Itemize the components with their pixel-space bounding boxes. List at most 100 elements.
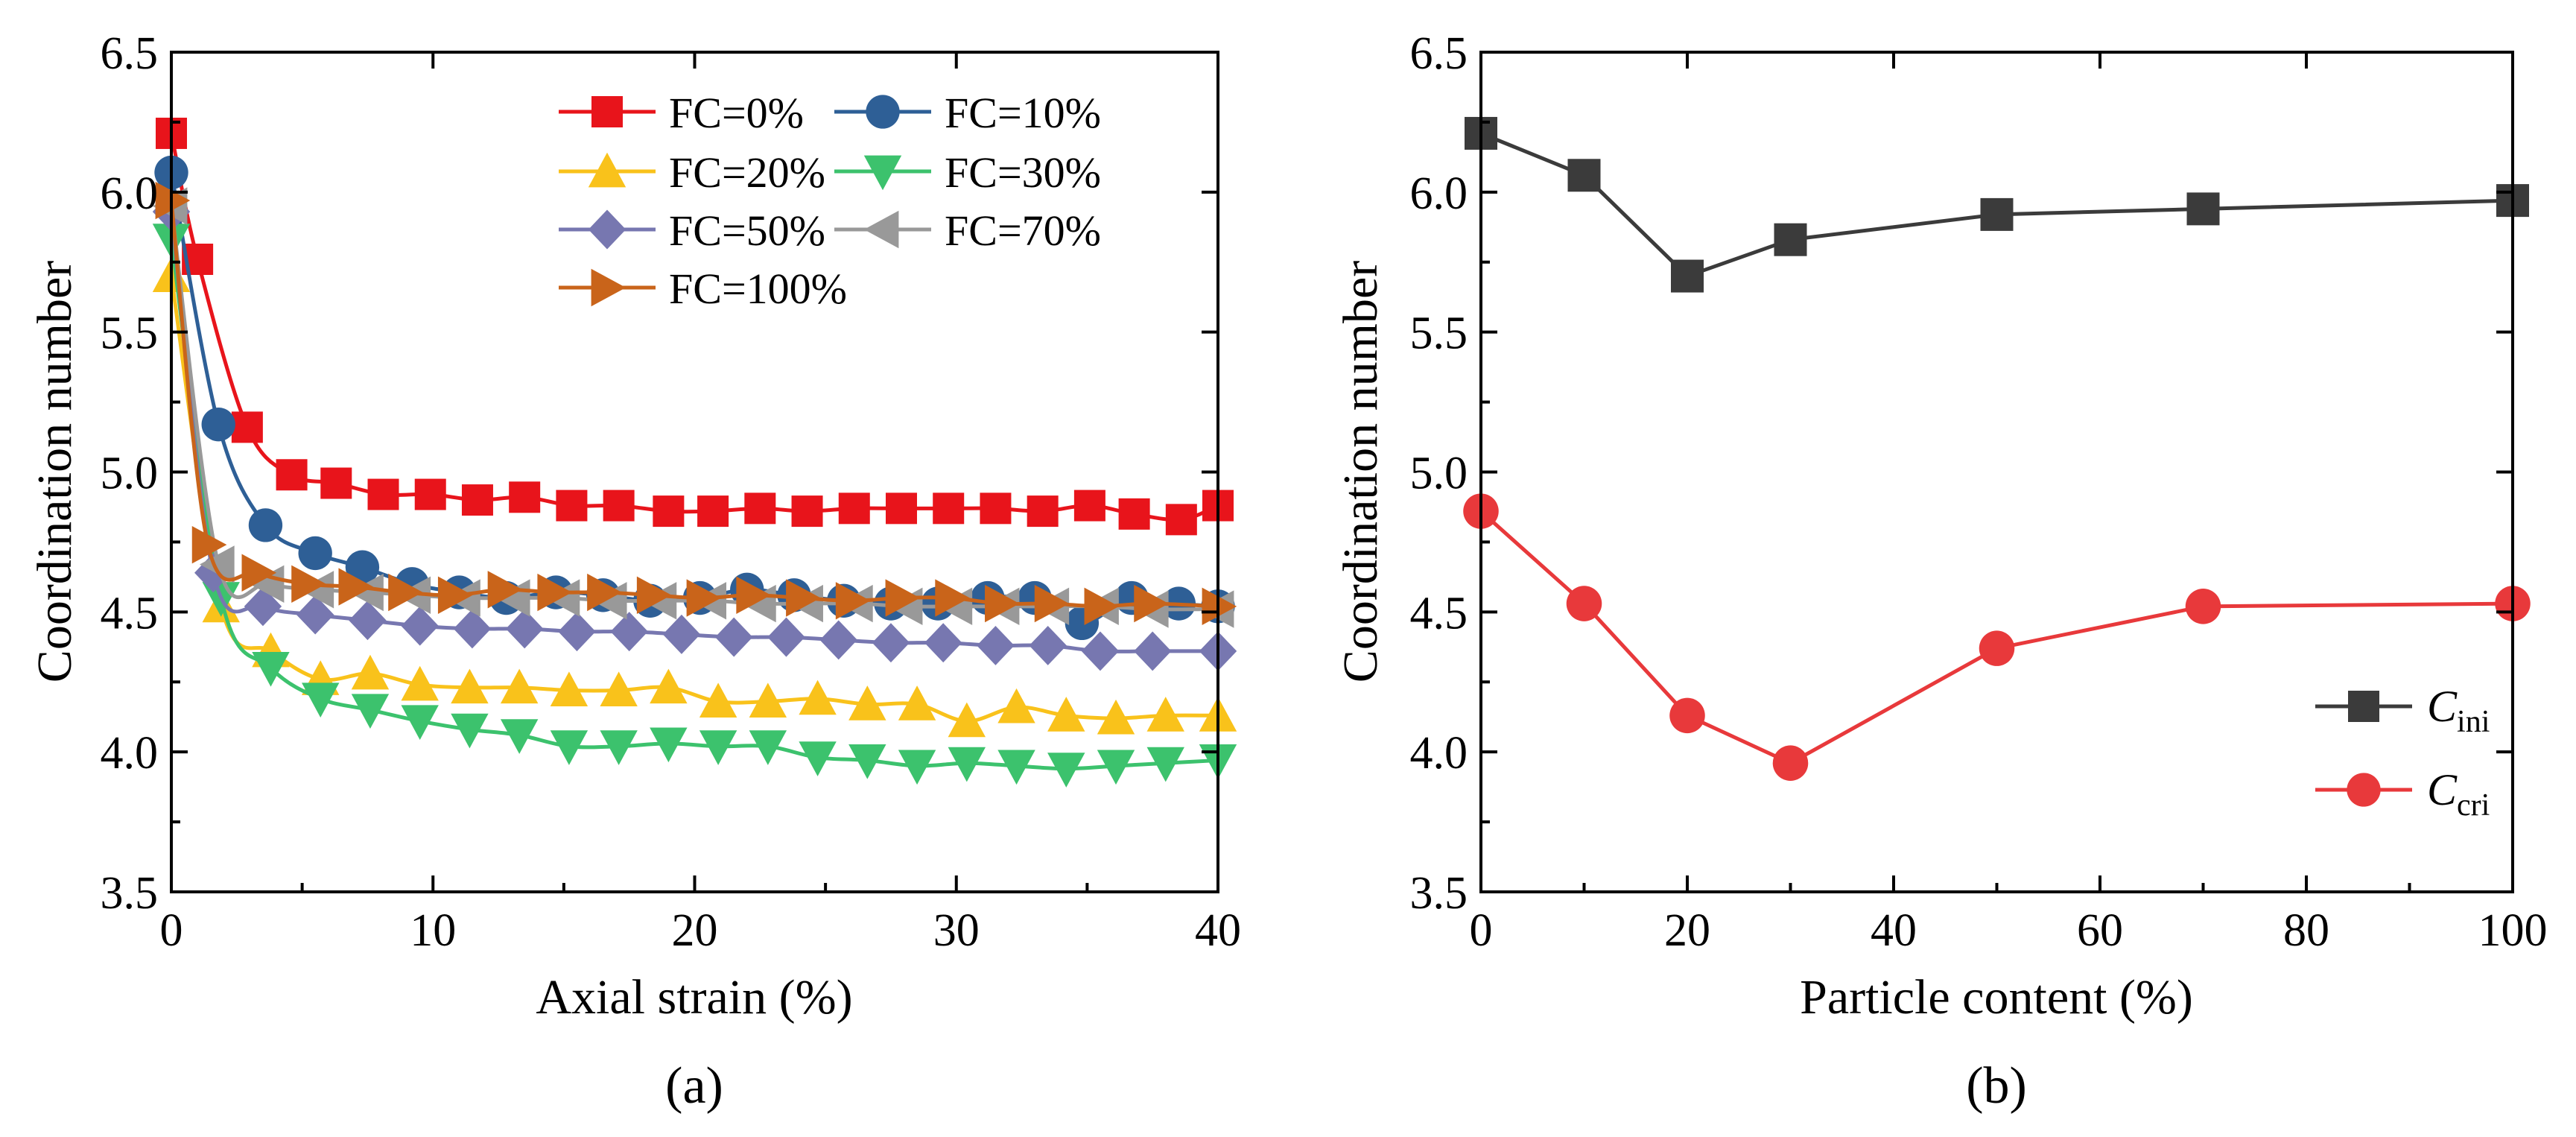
data-point <box>1134 584 1169 623</box>
data-point <box>2185 589 2221 624</box>
data-point <box>252 652 290 687</box>
legend-item: FC=30% <box>834 148 1101 197</box>
data-point <box>302 682 340 718</box>
data-point <box>1081 631 1120 671</box>
data-point <box>1097 750 1135 785</box>
legend-label: FC=20% <box>669 148 825 197</box>
legend-label: Ccri <box>2427 765 2490 823</box>
data-point <box>1073 490 1105 522</box>
data-point <box>1118 498 1150 530</box>
legend-item: FC=70% <box>834 206 1101 255</box>
series-c-cri <box>1463 493 2531 781</box>
data-point <box>885 579 921 617</box>
data-point <box>603 490 635 522</box>
data-point <box>933 493 965 525</box>
data-point <box>848 685 886 720</box>
data-point <box>349 601 387 641</box>
data-point <box>414 478 446 510</box>
data-point <box>898 685 936 720</box>
data-point <box>500 668 539 704</box>
series-fc-100 <box>155 181 1237 626</box>
data-point <box>351 694 390 729</box>
data-point <box>799 741 837 776</box>
data-point <box>1034 584 1070 623</box>
y-tick-label: 6.0 <box>101 168 159 219</box>
data-point <box>1979 630 2015 666</box>
data-point <box>1774 223 1807 256</box>
legend-label: FC=30% <box>945 148 1101 197</box>
data-point <box>736 576 771 614</box>
data-point <box>1165 504 1197 536</box>
legend-item: FC=100% <box>559 265 847 313</box>
data-point <box>650 668 688 704</box>
data-point <box>662 614 701 654</box>
legend-marker <box>591 96 623 127</box>
panel-a: 3.5 4.0 4.5 5.0 5.5 6.0 6.5 0 10 20 30 40 Coordinat… <box>28 28 1241 1115</box>
data-point <box>948 747 986 782</box>
legend-marker <box>591 268 626 307</box>
y-tick-label: 4.5 <box>101 588 159 639</box>
x-tick-label: 0 <box>160 905 183 956</box>
data-point <box>1084 587 1120 626</box>
data-point <box>291 565 326 603</box>
legend-marker <box>588 209 626 250</box>
data-point <box>296 595 334 635</box>
data-point <box>600 730 638 765</box>
x-tick-label: 100 <box>2478 905 2548 956</box>
data-point <box>697 495 729 528</box>
data-point <box>276 459 308 491</box>
data-point <box>699 730 737 765</box>
data-point <box>1027 495 1059 528</box>
legend-label: FC=10% <box>945 89 1101 137</box>
data-point <box>338 568 374 606</box>
data-point <box>487 571 523 609</box>
data-point <box>791 495 823 528</box>
data-point <box>249 565 285 603</box>
data-point <box>550 671 589 706</box>
data-point <box>191 525 227 564</box>
legend-item: Cini <box>2315 682 2490 739</box>
data-point <box>231 411 263 443</box>
y-tick-label: 6.5 <box>101 28 159 79</box>
data-point <box>600 671 638 706</box>
y-axis-title-a: Coordination number <box>28 261 82 682</box>
y-tick-label: 5.5 <box>101 308 159 359</box>
data-point <box>898 750 936 785</box>
y-tick-label: 6.5 <box>1410 28 1468 79</box>
data-point <box>838 493 870 525</box>
x-tick-label: 20 <box>1664 905 1710 956</box>
panel-label-a: (a) <box>665 1057 723 1115</box>
data-point <box>587 573 622 612</box>
data-point <box>848 744 886 779</box>
data-point <box>1671 259 1704 293</box>
data-point <box>799 680 837 715</box>
data-point <box>558 612 596 652</box>
data-point <box>835 582 871 620</box>
x-tick-label: 40 <box>1195 905 1241 956</box>
series-c-ini <box>1465 116 2529 293</box>
data-point <box>767 617 805 657</box>
data-point <box>1097 699 1135 735</box>
x-tick-label: 80 <box>2283 905 2329 956</box>
data-point <box>1047 753 1085 788</box>
panel-label-b: (b) <box>1966 1057 2027 1115</box>
data-point <box>453 609 492 649</box>
data-point <box>610 612 648 652</box>
legend-label: Cini <box>2427 682 2490 739</box>
plot-frame-b <box>1479 51 2514 893</box>
data-point <box>1980 197 2014 231</box>
data-point <box>650 727 688 763</box>
y-tick-label: 4.0 <box>101 728 159 779</box>
data-point <box>1133 631 1172 671</box>
data-point <box>505 609 544 649</box>
data-point <box>714 617 753 657</box>
data-point <box>636 576 672 614</box>
data-point <box>349 573 384 612</box>
data-point <box>351 654 390 690</box>
data-point <box>749 682 787 718</box>
data-point <box>537 573 573 612</box>
data-point <box>248 508 283 542</box>
data-point <box>437 576 473 614</box>
data-point <box>509 481 541 513</box>
data-point <box>935 579 970 617</box>
